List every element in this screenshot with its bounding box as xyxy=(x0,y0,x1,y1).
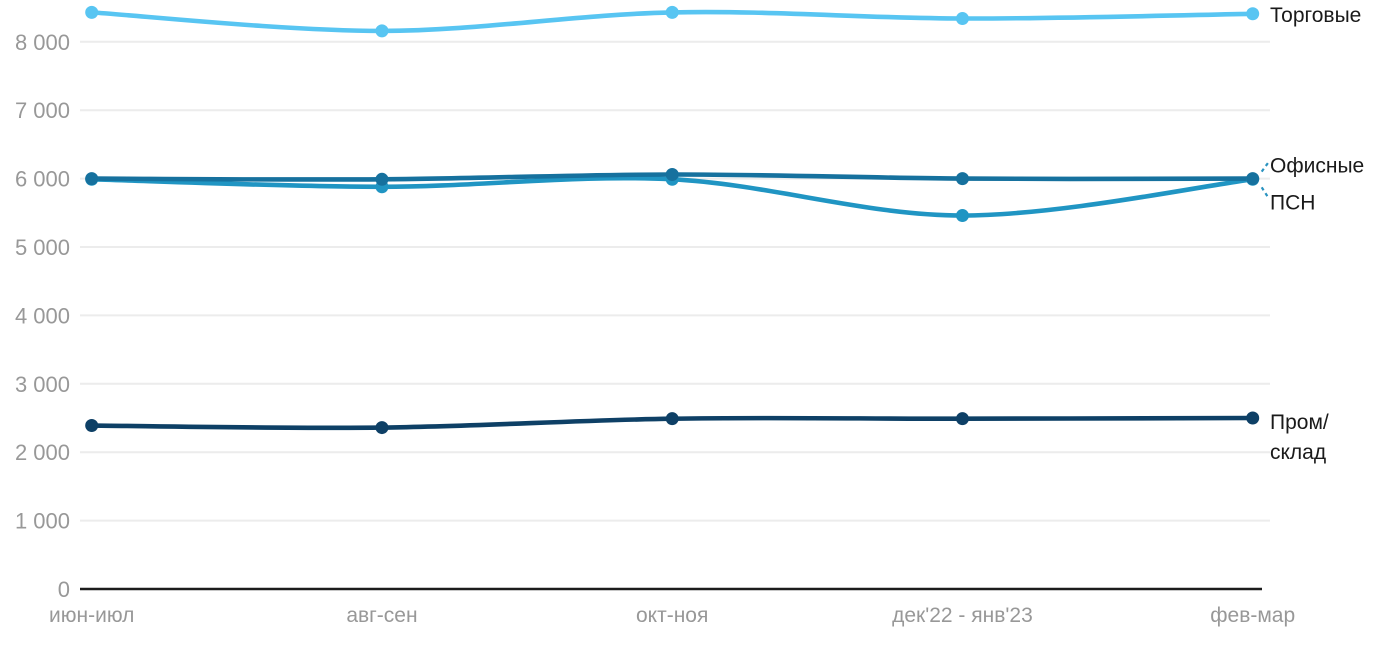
y-tick-label-6000: 6 000 xyxy=(15,167,70,192)
y-tick-label-8000: 8 000 xyxy=(15,30,70,55)
data-point-Торговые-0[interactable] xyxy=(85,5,99,19)
series-label-Пром/склад-1: склад xyxy=(1270,441,1326,464)
x-tick-label-0: июн-июл xyxy=(49,604,134,627)
series-label-Пром/склад-0: Пром/ xyxy=(1270,411,1329,434)
data-point-Пром/склад-4[interactable] xyxy=(1246,411,1260,425)
data-point-Офисные-2[interactable] xyxy=(665,167,679,181)
y-tick-label-3000: 3 000 xyxy=(15,372,70,397)
series-label-Офисные: Офисные xyxy=(1270,155,1364,178)
data-point-Торговые-2[interactable] xyxy=(665,5,679,19)
data-point-Пром/склад-0[interactable] xyxy=(85,419,99,433)
data-point-Офисные-4[interactable] xyxy=(1246,172,1260,186)
y-tick-label-5000: 5 000 xyxy=(15,235,70,260)
data-point-Пром/склад-3[interactable] xyxy=(955,412,969,426)
data-point-ПСН-3[interactable] xyxy=(955,209,969,223)
y-tick-label-1000: 1 000 xyxy=(15,509,70,534)
data-point-Офисные-1[interactable] xyxy=(375,172,389,186)
y-tick-label-4000: 4 000 xyxy=(15,303,70,328)
leader-line-Офисные xyxy=(1260,159,1271,173)
y-tick-label-7000: 7 000 xyxy=(15,98,70,123)
data-point-Офисные-3[interactable] xyxy=(955,172,969,186)
data-point-Торговые-3[interactable] xyxy=(955,12,969,26)
x-tick-label-4: фев-мар xyxy=(1210,604,1295,627)
y-tick-label-2000: 2 000 xyxy=(15,440,70,465)
series-label-ПСН: ПСН xyxy=(1270,191,1315,214)
x-tick-label-1: авг-сен xyxy=(346,604,417,627)
x-tick-label-2: окт-ноя xyxy=(636,604,708,627)
series-label-Торговые: Торговые xyxy=(1270,4,1361,27)
data-point-Торговые-4[interactable] xyxy=(1246,7,1260,21)
leader-line-ПСН xyxy=(1260,186,1270,199)
data-point-Пром/склад-2[interactable] xyxy=(665,412,679,426)
x-tick-label-3: дек'22 - янв'23 xyxy=(892,604,1033,627)
y-tick-label-0: 0 xyxy=(58,577,70,602)
data-point-Офисные-0[interactable] xyxy=(85,172,99,186)
data-point-Торговые-1[interactable] xyxy=(375,24,389,38)
data-point-Пром/склад-1[interactable] xyxy=(375,421,389,435)
